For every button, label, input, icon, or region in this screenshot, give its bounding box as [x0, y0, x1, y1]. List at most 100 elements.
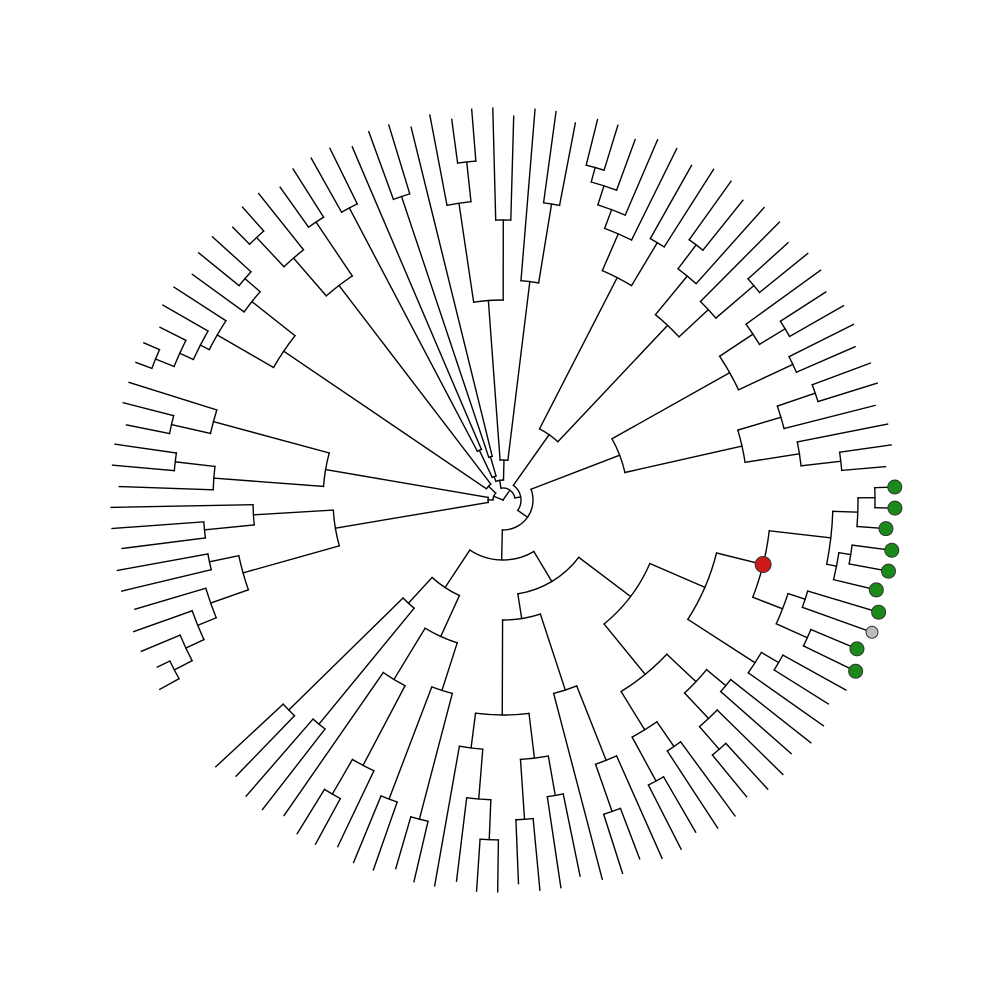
internal-branch: [620, 690, 646, 731]
leaf-branch: [111, 464, 176, 472]
leaf-branch: [788, 323, 855, 358]
internal-branch: [507, 280, 531, 462]
internal-branch: [512, 433, 551, 487]
internal-branch: [556, 324, 669, 443]
internal-branch: [250, 300, 297, 337]
green-tip-marker: [887, 479, 903, 495]
internal-branch: [648, 562, 706, 589]
leaf-branch: [110, 504, 254, 509]
leaf-branch: [838, 444, 892, 454]
node-arc: [325, 275, 354, 297]
internal-branch: [458, 202, 475, 303]
node-arc: [711, 742, 727, 757]
node-arc: [688, 238, 704, 252]
green-tip-marker: [880, 563, 896, 579]
leaf-branch: [562, 793, 581, 878]
internal-branch: [519, 758, 526, 821]
internal-branch: [196, 616, 218, 627]
node-arc: [552, 685, 578, 695]
internal-branch: [590, 166, 597, 183]
node-arc: [382, 671, 406, 687]
internal-branch: [212, 420, 331, 454]
node-arc: [380, 794, 399, 803]
internal-branch: [470, 712, 477, 749]
leaf-branch: [429, 114, 448, 207]
leaf-branch: [711, 754, 748, 798]
node-arc: [208, 319, 227, 351]
node-arc: [179, 634, 194, 662]
internal-branch: [292, 257, 328, 297]
leaf-branch: [546, 795, 562, 889]
node-arc: [168, 660, 180, 680]
node-arc: [238, 270, 252, 287]
internal-branch: [487, 299, 501, 461]
leaf-branch: [214, 703, 285, 768]
node-arc: [340, 202, 359, 214]
internal-branch: [418, 692, 454, 821]
leaf-branch: [372, 801, 399, 871]
leaf-branch: [695, 206, 766, 285]
internal-branch: [758, 327, 787, 346]
internal-branch: [502, 489, 511, 501]
green-tip-marker: [884, 542, 900, 558]
internal-branch: [532, 550, 553, 583]
leaf-branch: [159, 326, 187, 342]
internal-branch: [718, 333, 754, 358]
internal-branch: [776, 392, 817, 407]
internal-branch: [775, 622, 809, 639]
node-arc: [468, 549, 535, 561]
internal-branch: [317, 607, 416, 726]
internal-branch: [178, 352, 195, 361]
leaf-branch: [158, 677, 180, 691]
leaf-branch: [679, 740, 737, 817]
internal-branch: [631, 736, 657, 782]
leaf-branch: [235, 714, 296, 778]
node-arc: [479, 838, 500, 841]
leaf-branch: [515, 819, 520, 885]
node-arc: [856, 497, 859, 528]
leaf-branch: [492, 107, 497, 221]
leaf-branch: [788, 304, 845, 338]
node-arc: [512, 484, 522, 512]
internal-branch: [154, 358, 175, 368]
internal-branch: [489, 455, 497, 477]
leaf-branch: [801, 606, 873, 634]
node-arc: [603, 227, 633, 241]
node-arc: [307, 216, 325, 229]
internal-branch: [539, 613, 567, 691]
internal-branch: [488, 799, 492, 841]
leaf-branch: [111, 521, 205, 530]
leaf-branch: [161, 304, 209, 332]
internal-branch: [594, 763, 613, 813]
leaf-branch: [433, 745, 461, 887]
node-arc: [779, 320, 791, 338]
node-arc: [323, 788, 342, 800]
node-arc: [237, 554, 250, 591]
leaf-branch: [118, 485, 214, 491]
internal-branch: [331, 758, 354, 796]
leaf-branch: [649, 164, 693, 240]
internal-branch: [683, 692, 710, 720]
leaf-branch: [542, 110, 557, 204]
green-tip-marker: [848, 663, 864, 679]
node-arc: [620, 653, 668, 693]
node-arc: [677, 267, 698, 285]
green-tip-marker: [871, 604, 887, 620]
internal-branch: [492, 495, 504, 501]
internal-branch: [832, 510, 859, 513]
internal-branch: [714, 284, 755, 320]
internal-branch: [243, 277, 262, 293]
node-arc: [203, 521, 207, 539]
internal-branch: [547, 755, 557, 797]
node-arc: [173, 339, 187, 368]
leaf-branch: [802, 644, 857, 673]
leaf-branch: [140, 634, 182, 653]
internal-branch: [705, 668, 727, 687]
leaf-branch: [231, 226, 251, 246]
internal-branch: [751, 596, 784, 610]
internal-branch: [516, 509, 529, 519]
leaf-branch: [241, 206, 265, 232]
leaf-branch: [114, 443, 178, 454]
leaf-branch: [211, 235, 252, 273]
